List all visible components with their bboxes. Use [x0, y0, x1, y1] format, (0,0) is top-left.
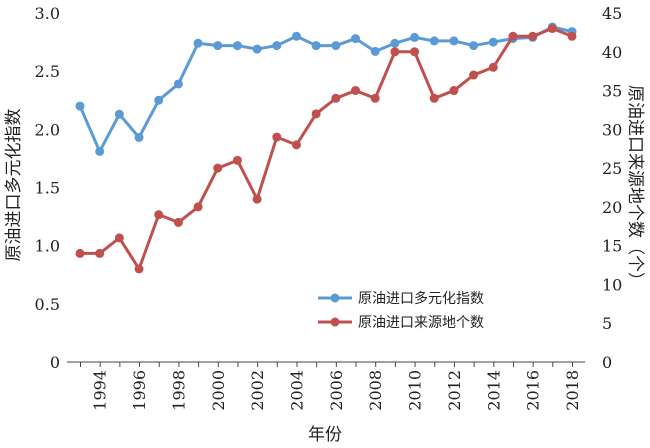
x-tick-label: 2000	[209, 370, 228, 411]
data-point-count	[272, 132, 282, 142]
legend: 原油进口多元化指数 原油进口来源地个数	[318, 290, 484, 331]
x-tick-label: 2004	[287, 370, 306, 411]
data-point-count	[528, 31, 538, 41]
y-left-tick-label: 1.5	[35, 179, 60, 198]
data-point-count	[134, 264, 144, 274]
data-point-index	[173, 79, 183, 89]
y-right-ticks: 0 5 10 15 20 25 30 35 40 45	[602, 4, 622, 372]
data-point-index	[311, 41, 321, 51]
data-point-count	[429, 93, 439, 103]
y-right-tick-label: 25	[602, 159, 622, 178]
y-left-tick-label: 0	[50, 353, 60, 372]
data-point-index	[449, 36, 459, 46]
legend-item-index: 原油进口多元化指数	[318, 290, 484, 307]
data-point-count	[351, 86, 361, 96]
data-point-index	[351, 34, 361, 44]
data-point-count	[370, 93, 380, 103]
y-right-axis-title: 原油进口来源地个数（个）	[625, 85, 645, 289]
data-point-index	[232, 41, 242, 51]
y-right-tick-label: 40	[602, 43, 622, 62]
y-right-tick-label: 30	[602, 120, 622, 139]
x-tick-label: 2006	[327, 370, 346, 411]
y-right-tick-label: 0	[602, 353, 612, 372]
data-point-index	[75, 101, 85, 111]
x-tick-label: 2018	[563, 370, 582, 411]
data-point-count	[173, 217, 183, 227]
x-tick-label: 2014	[484, 370, 503, 411]
y-left-tick-label: 1.0	[35, 237, 60, 256]
data-point-index	[272, 41, 282, 51]
x-axis-title: 年份	[308, 425, 342, 445]
x-ticks: 1994 1996 1998 2000 2002 2004 2006 2008 2010 2012…	[80, 362, 582, 411]
y-left-ticks: 0 0.5 1.0 1.5 2.0 2.5 3.0	[35, 4, 60, 372]
x-tick-label: 1996	[130, 370, 149, 411]
y-right-tick-label: 15	[602, 237, 622, 256]
data-point-count	[213, 163, 223, 173]
legend-index-marker	[330, 293, 340, 303]
data-point-index	[154, 95, 164, 105]
x-tick-label: 2010	[406, 370, 425, 411]
y-right-tick-label: 45	[602, 4, 622, 23]
data-point-count	[232, 155, 242, 165]
series-line-index	[78, 25, 573, 153]
y-right-tick-label: 20	[602, 198, 622, 217]
data-point-index	[429, 36, 439, 46]
series-layer	[75, 22, 577, 274]
series-line-count	[80, 27, 573, 271]
data-point-count	[95, 248, 105, 258]
data-point-index	[213, 41, 223, 51]
data-point-count	[331, 93, 341, 103]
x-tick-label: 2012	[445, 370, 464, 411]
y-right-tick-label: 10	[602, 275, 622, 294]
data-point-index	[488, 37, 498, 47]
data-point-index	[252, 44, 262, 54]
x-tick-label: 1994	[91, 370, 110, 411]
data-point-count	[75, 248, 85, 258]
x-tick-label: 2002	[248, 370, 267, 411]
data-point-count	[390, 47, 400, 57]
data-point-count	[449, 86, 459, 96]
data-point-count	[291, 140, 301, 150]
data-point-count	[154, 210, 164, 220]
y-right-tick-label: 35	[602, 82, 622, 101]
data-point-index	[410, 32, 420, 42]
data-point-count	[547, 24, 557, 34]
data-point-count	[252, 194, 262, 204]
data-point-index	[193, 38, 203, 48]
y-left-tick-label: 0.5	[35, 295, 60, 314]
data-point-index	[370, 46, 380, 56]
legend-index-label: 原油进口多元化指数	[358, 290, 484, 307]
data-point-index	[291, 31, 301, 41]
data-point-count	[508, 31, 518, 41]
data-point-count	[193, 202, 203, 212]
data-point-index	[469, 41, 479, 51]
y-left-tick-label: 3.0	[35, 4, 60, 23]
data-point-index	[390, 38, 400, 48]
data-point-index	[95, 146, 105, 156]
legend-count-marker	[330, 317, 340, 327]
data-point-index	[114, 109, 124, 119]
y-left-axis-title: 原油进口多元化指数	[4, 109, 24, 262]
data-point-count	[114, 233, 124, 243]
data-point-index	[331, 41, 341, 51]
legend-count-label: 原油进口来源地个数	[358, 315, 484, 331]
y-left-tick-label: 2.0	[35, 120, 60, 139]
legend-item-count: 原油进口来源地个数	[318, 315, 484, 331]
data-point-count	[311, 109, 321, 119]
x-tick-label: 2016	[524, 370, 543, 411]
x-tick-label: 2008	[366, 370, 385, 411]
data-point-count	[488, 62, 498, 72]
plot-area: 1994 1996 1998 2000 2002 2004 2006 2008 2010 2012…	[35, 4, 623, 411]
data-point-count	[469, 70, 479, 80]
x-tick-label: 1998	[169, 370, 188, 411]
y-right-tick-label: 5	[602, 314, 612, 333]
data-point-count	[567, 31, 577, 41]
data-point-count	[410, 47, 420, 57]
data-point-index	[134, 132, 144, 142]
y-left-tick-label: 2.5	[35, 62, 60, 81]
